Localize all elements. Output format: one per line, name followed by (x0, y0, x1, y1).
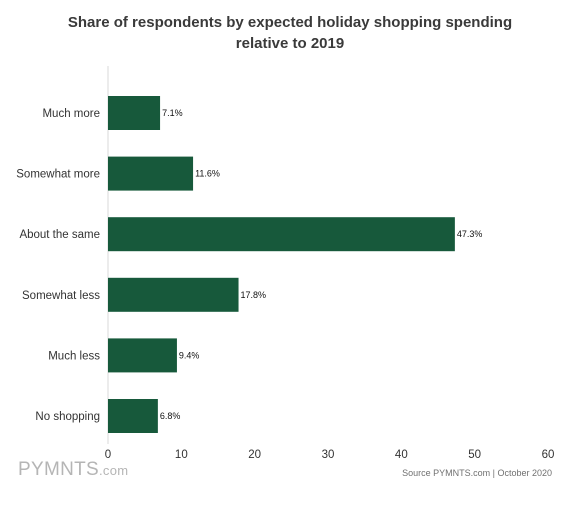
category-label-much-more: Much more (42, 108, 100, 120)
value-label-much-more: 7.1% (162, 108, 183, 118)
category-label-somewhat-less: Somewhat less (22, 290, 100, 302)
bar-no-shopping (108, 399, 158, 433)
labels-layer: Much more 7.1% Somewhat more 11.6% About the… (16, 108, 482, 423)
pymnts-logo: PYMNTS.com (18, 459, 128, 481)
source-note: Source PYMNTS.com | October 2020 (402, 468, 552, 478)
x-tick-label-10: 10 (175, 449, 188, 461)
x-tick-label-40: 40 (395, 449, 408, 461)
x-tick-label-30: 30 (322, 449, 335, 461)
x-tick-label-50: 50 (468, 449, 481, 461)
x-tick-label-0: 0 (105, 449, 111, 461)
bar-much-less (108, 338, 177, 373)
value-label-somewhat-less: 17.8% (241, 290, 267, 300)
logo-suffix: .com (98, 463, 129, 478)
value-label-much-less: 9.4% (179, 350, 200, 360)
chart-title: Share of respondents by expected holiday… (0, 12, 580, 54)
x-tick-label-20: 20 (248, 449, 261, 461)
category-label-much-less: Much less (48, 350, 100, 362)
x-axis-ticks: 0 10 20 30 40 50 60 (105, 449, 555, 461)
bar-somewhat-more (108, 156, 194, 191)
value-label-no-shopping: 6.8% (160, 411, 181, 421)
chart-title-line-2: relative to 2019 (235, 35, 345, 52)
category-label-about-the-same: About the same (19, 229, 100, 241)
logo-brand: PYMNTS (18, 459, 99, 480)
bar-about-the-same (108, 217, 455, 252)
bar-much-more (108, 96, 161, 130)
category-label-no-shopping: No shopping (35, 411, 100, 423)
bar-somewhat-less (108, 277, 239, 312)
value-label-about-the-same: 47.3% (457, 229, 483, 239)
value-label-somewhat-more: 11.6% (195, 169, 220, 179)
bars-layer (108, 96, 455, 433)
category-label-somewhat-more: Somewhat more (16, 169, 100, 181)
x-tick-label-60: 60 (542, 449, 555, 461)
chart-title-line-1: Share of respondents by expected holiday… (67, 14, 513, 31)
